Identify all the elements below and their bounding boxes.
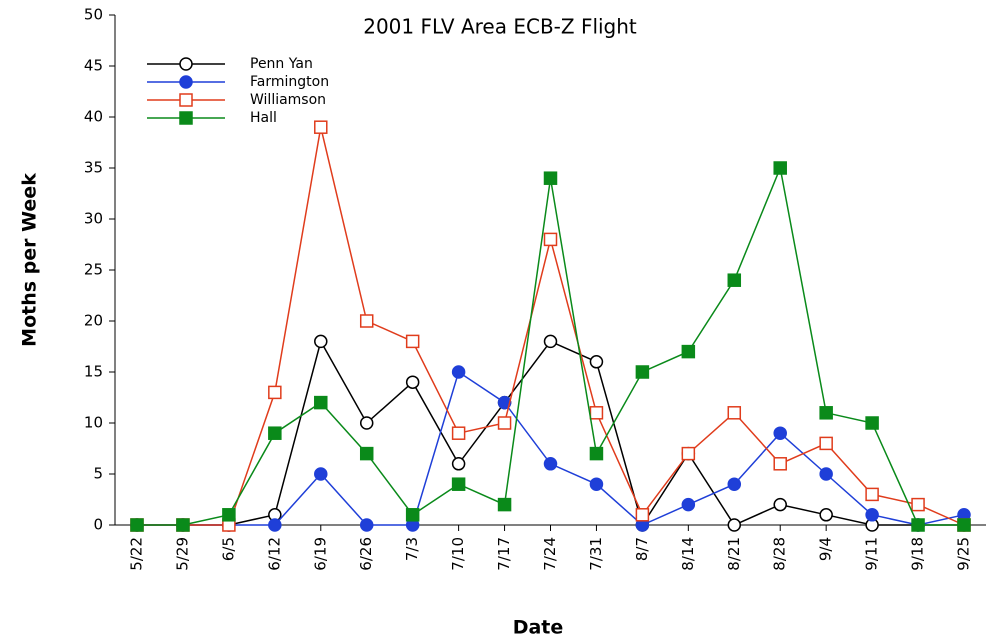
marker — [727, 518, 742, 532]
marker — [819, 406, 833, 420]
y-axis-label: Moths per Week — [19, 173, 41, 347]
y-tick-label: 25 — [84, 261, 103, 279]
marker — [314, 467, 328, 481]
marker — [543, 457, 558, 471]
marker — [268, 426, 282, 440]
x-tick-label: 6/26 — [357, 537, 375, 571]
marker — [589, 477, 604, 491]
x-tick-label: 9/4 — [817, 537, 835, 561]
y-tick-label: 20 — [84, 312, 103, 330]
marker — [773, 426, 787, 440]
marker — [819, 436, 833, 451]
marker — [451, 365, 466, 379]
marker — [176, 518, 190, 532]
x-tick-label: 5/22 — [128, 537, 146, 571]
marker — [405, 508, 420, 522]
marker — [451, 457, 466, 471]
marker — [773, 457, 787, 471]
y-tick-label: 40 — [84, 108, 103, 126]
chart-title: 2001 FLV Area ECB-Z Flight — [363, 15, 637, 39]
marker — [865, 416, 879, 430]
y-tick-label: 10 — [84, 414, 103, 432]
marker — [497, 395, 512, 410]
marker — [179, 93, 193, 107]
marker — [681, 497, 696, 512]
x-tick-label: 7/31 — [587, 537, 605, 571]
marker — [451, 477, 466, 491]
marker — [957, 518, 971, 532]
x-tick-label: 8/7 — [633, 537, 651, 561]
marker — [222, 508, 236, 522]
marker — [405, 375, 420, 389]
legend-label: Penn Yan — [250, 56, 313, 72]
y-tick-label: 0 — [93, 516, 103, 534]
x-tick-label: 8/21 — [725, 537, 743, 571]
x-tick-label: 9/11 — [863, 537, 881, 571]
marker — [635, 508, 650, 522]
marker — [865, 487, 879, 502]
marker — [727, 477, 742, 491]
marker — [497, 497, 512, 512]
marker — [451, 426, 466, 440]
marker — [589, 446, 604, 461]
marker — [865, 508, 879, 522]
x-tick-label: 6/12 — [265, 537, 283, 571]
marker — [681, 446, 696, 461]
y-tick-label: 35 — [84, 159, 103, 177]
x-tick-label: 7/3 — [403, 537, 421, 561]
marker — [179, 111, 193, 125]
marker — [179, 75, 193, 89]
x-tick-label: 8/14 — [679, 537, 697, 571]
marker — [405, 334, 420, 349]
x-tick-label: 6/19 — [311, 537, 329, 571]
y-tick-label: 45 — [84, 57, 103, 75]
legend-label: Hall — [250, 110, 277, 126]
marker — [589, 355, 604, 369]
marker — [268, 518, 282, 532]
x-tick-label: 6/5 — [219, 537, 237, 561]
x-tick-label: 7/10 — [449, 537, 467, 571]
marker — [268, 385, 282, 400]
marker — [773, 161, 787, 175]
series-line — [137, 370, 965, 526]
x-tick-label: 8/28 — [771, 537, 789, 571]
marker — [727, 273, 742, 287]
marker — [130, 518, 144, 532]
marker — [314, 334, 328, 349]
marker — [179, 57, 193, 71]
marker — [911, 518, 925, 532]
y-tick-label: 15 — [84, 363, 103, 381]
x-tick-label: 7/17 — [495, 537, 513, 571]
marker — [911, 497, 925, 512]
y-tick-label: 50 — [84, 6, 103, 24]
y-tick-label: 30 — [84, 210, 103, 228]
x-tick-label: 9/18 — [909, 537, 927, 571]
marker — [359, 416, 374, 430]
x-tick-label: 7/24 — [541, 537, 559, 571]
marker — [497, 416, 512, 430]
marker — [635, 365, 650, 379]
marker — [819, 467, 833, 481]
marker — [359, 518, 374, 532]
marker — [819, 508, 833, 522]
legend-label: Williamson — [250, 92, 326, 108]
marker — [543, 232, 558, 247]
marker — [681, 344, 696, 359]
marker — [359, 446, 374, 461]
marker — [589, 406, 604, 420]
x-tick-label: 5/29 — [173, 537, 191, 571]
x-axis-label: Date — [513, 617, 564, 639]
marker — [359, 314, 374, 328]
marker — [314, 120, 328, 134]
x-tick-label: 9/25 — [955, 537, 973, 571]
marker — [543, 171, 558, 185]
marker — [543, 334, 558, 349]
marker — [314, 395, 328, 410]
legend-label: Farmington — [250, 74, 329, 90]
marker — [773, 497, 787, 512]
y-tick-label: 5 — [93, 465, 103, 483]
marker — [727, 406, 742, 420]
